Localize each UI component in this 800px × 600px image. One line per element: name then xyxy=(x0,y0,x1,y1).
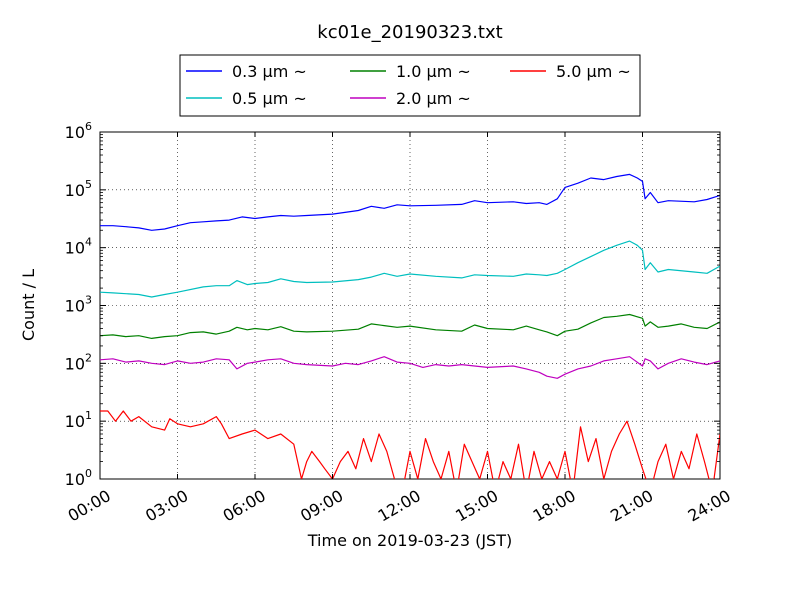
series-line-2 xyxy=(100,313,720,339)
series-line-4 xyxy=(100,410,720,479)
y-tick-exponent: 2 xyxy=(85,351,92,364)
x-tick-label: 15:00 xyxy=(452,486,501,526)
chart-title: kc01e_20190323.txt xyxy=(317,22,502,43)
y-tick-base: 10 xyxy=(65,354,85,373)
series-layer xyxy=(100,173,720,479)
x-axis-ticks: 00:00 03:00 06:00 09:00 12:00 15:00 18:00 21:00… xyxy=(65,132,734,526)
x-tick-label: 18:00 xyxy=(530,486,579,526)
y-tick-exponent: 4 xyxy=(85,236,92,249)
y-tick-base: 10 xyxy=(65,239,85,258)
series-line-3 xyxy=(100,356,720,379)
y-tick-label: 105 xyxy=(65,178,92,200)
legend-item: 5.0 μm ~ xyxy=(510,62,631,81)
y-tick-base: 10 xyxy=(65,181,85,200)
y-tick-exponent: 0 xyxy=(85,467,92,480)
y-tick-base: 10 xyxy=(65,123,85,142)
legend-label: 0.5 μm ~ xyxy=(232,89,307,108)
y-tick-label: 106 xyxy=(65,120,92,142)
x-tick-label: 09:00 xyxy=(297,486,346,526)
y-tick-label: 101 xyxy=(65,409,92,431)
legend-label: 0.3 μm ~ xyxy=(232,62,307,81)
y-tick-exponent: 3 xyxy=(85,294,92,307)
y-tick-base: 10 xyxy=(65,412,85,431)
x-tick-label: 06:00 xyxy=(220,486,269,526)
y-tick-label: 102 xyxy=(65,351,92,373)
x-tick-label: 00:00 xyxy=(65,486,114,526)
legend-item: 2.0 μm ~ xyxy=(350,89,471,108)
legend-item: 0.5 μm ~ xyxy=(186,89,307,108)
legend-label: 5.0 μm ~ xyxy=(556,62,631,81)
legend: 0.3 μm ~ 0.5 μm ~ 1.0 μm ~ 2.0 μm ~ 5.0 μm ~ xyxy=(179,54,641,117)
y-tick-base: 10 xyxy=(65,470,85,489)
y-tick-exponent: 5 xyxy=(85,178,92,191)
series-line-0 xyxy=(100,173,720,231)
y-tick-label: 100 xyxy=(65,467,92,489)
x-tick-label: 24:00 xyxy=(685,486,734,526)
y-axis-label: Count / L xyxy=(19,269,38,341)
legend-item: 1.0 μm ~ xyxy=(350,62,471,81)
legend-label: 1.0 μm ~ xyxy=(396,62,471,81)
y-tick-label: 103 xyxy=(65,294,92,316)
y-tick-base: 10 xyxy=(65,297,85,316)
y-tick-label: 104 xyxy=(65,236,92,258)
x-tick-label: 12:00 xyxy=(375,486,424,526)
series-line-1 xyxy=(100,240,720,298)
grid-lines xyxy=(100,132,720,479)
legend-label: 2.0 μm ~ xyxy=(396,89,471,108)
x-tick-label: 03:00 xyxy=(142,486,191,526)
x-axis-label: Time on 2019-03-23 (JST) xyxy=(307,531,512,550)
x-tick-label: 21:00 xyxy=(607,486,656,526)
y-tick-exponent: 6 xyxy=(85,120,92,133)
legend-box xyxy=(179,54,641,117)
legend-item: 0.3 μm ~ xyxy=(186,62,307,81)
y-tick-exponent: 1 xyxy=(85,409,92,422)
